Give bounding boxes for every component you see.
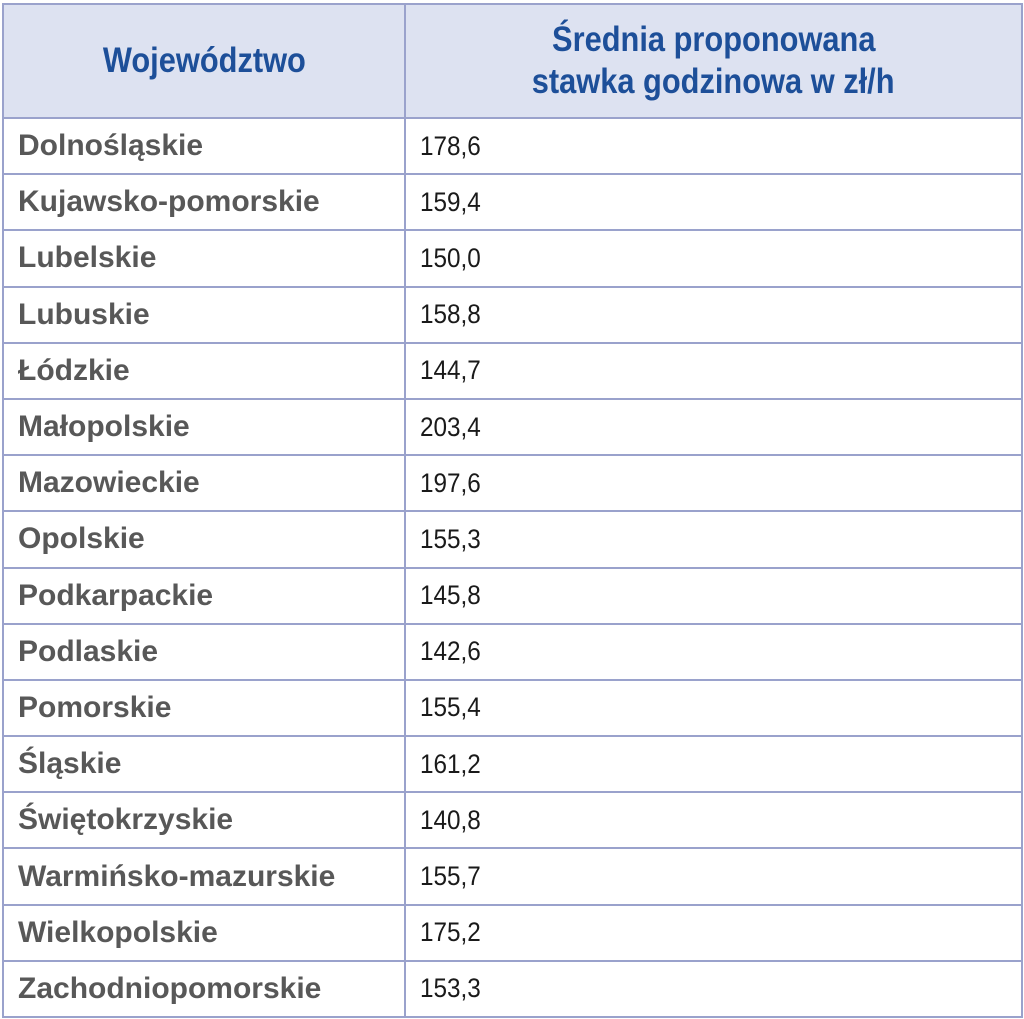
region-name: Zachodniopomorskie [2,959,406,1019]
table-header-row: Województwo Średnia proponowana stawka g… [2,3,1023,119]
rate-value: 175,2 [420,917,481,948]
rate-value: 158,8 [420,299,481,330]
rate-cell: 197,6 [404,454,1023,513]
region-name: Opolskie [2,510,406,569]
region-name: Małopolskie [2,397,406,457]
rate-value: 153,3 [420,973,481,1004]
region-name: Lubuskie [2,285,406,344]
rate-value: 155,7 [420,861,481,892]
header-rate: Średnia proponowana stawka godzinowa w z… [404,3,1023,119]
table-row: Podlaskie 142,6 [2,622,1023,681]
region-name: Świętokrzyskie [2,791,406,850]
rate-cell: 175,2 [404,903,1023,962]
table-row: Lubelskie 150,0 [2,229,1023,288]
region-name: Podkarpackie [2,566,406,625]
rates-table-container: Województwo Średnia proponowana stawka g… [2,3,1023,1019]
rate-cell: 155,4 [404,678,1023,738]
rate-value: 155,4 [420,692,481,723]
region-name: Warmińsko-mazurskie [2,847,406,906]
region-name: Podlaskie [2,622,406,681]
rate-value: 159,4 [420,186,481,217]
rate-value: 155,3 [420,523,481,554]
rate-value: 142,6 [420,636,481,667]
rate-cell: 153,3 [404,959,1023,1019]
rate-value: 178,6 [420,130,481,161]
table-row: Podkarpackie 145,8 [2,566,1023,625]
table-row: Małopolskie 203,4 [2,397,1023,457]
region-name: Lubelskie [2,229,406,288]
region-name: Mazowieckie [2,454,406,513]
table-row: Mazowieckie 197,6 [2,454,1023,513]
rate-cell: 158,8 [404,285,1023,344]
header-region: Województwo [2,3,406,119]
table-row: Warmińsko-mazurskie 155,7 [2,847,1023,906]
table-row: Śląskie 161,2 [2,735,1023,794]
table-row: Świętokrzyskie 140,8 [2,791,1023,850]
table-row: Wielkopolskie 175,2 [2,903,1023,962]
rate-value: 145,8 [420,580,481,611]
table-row: Łódzkie 144,7 [2,341,1023,400]
rate-cell: 144,7 [404,341,1023,400]
hourly-rate-table: Województwo Średnia proponowana stawka g… [2,3,1023,1019]
region-name: Dolnośląskie [2,116,406,176]
header-region-label: Województwo [102,41,306,80]
rate-value: 161,2 [420,748,481,779]
rate-cell: 150,0 [404,229,1023,288]
rate-cell: 178,6 [404,116,1023,176]
rate-cell: 159,4 [404,173,1023,232]
rate-cell: 155,3 [404,510,1023,569]
table-row: Lubuskie 158,8 [2,285,1023,344]
rate-cell: 161,2 [404,735,1023,794]
rate-value: 140,8 [420,804,481,835]
rate-cell: 140,8 [404,791,1023,850]
rate-cell: 145,8 [404,566,1023,625]
rate-value: 150,0 [420,242,481,273]
rate-value: 197,6 [420,467,481,498]
rate-value: 203,4 [420,411,481,442]
region-name: Kujawsko-pomorskie [2,173,406,232]
region-name: Pomorskie [2,678,406,738]
table-row: Kujawsko-pomorskie 159,4 [2,173,1023,232]
region-name: Wielkopolskie [2,903,406,962]
rate-cell: 142,6 [404,622,1023,681]
table-row: Pomorskie 155,4 [2,678,1023,738]
rate-cell: 155,7 [404,847,1023,906]
header-rate-line1: Średnia proponowana [551,20,876,59]
region-name: Łódzkie [2,341,406,400]
rate-cell: 203,4 [404,397,1023,457]
table-body: Dolnośląskie 178,6 Kujawsko-pomorskie 159,4… [2,116,1023,1019]
table-row: Opolskie 155,3 [2,510,1023,569]
table-row: Dolnośląskie 178,6 [2,116,1023,176]
header-rate-line2: stawka godzinowa w zł/h [532,62,895,101]
rate-value: 144,7 [420,355,481,386]
region-name: Śląskie [2,735,406,794]
table-row: Zachodniopomorskie 153,3 [2,959,1023,1019]
